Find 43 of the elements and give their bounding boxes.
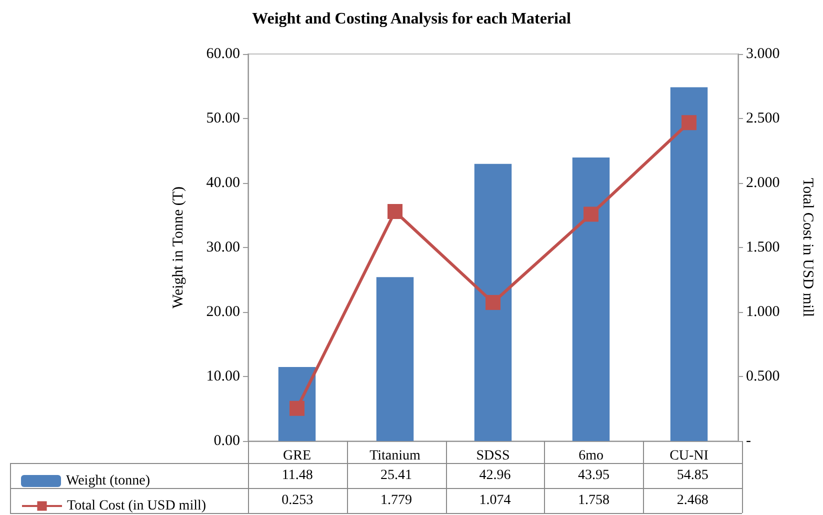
x-tick-label: GRE <box>283 448 311 464</box>
data-label: 54.85 <box>676 467 710 485</box>
y2-axis-title: Total Cost in USD mill <box>800 178 816 317</box>
point <box>584 206 598 222</box>
y2-tick-label: - <box>746 433 751 449</box>
y-tick-label: 60.00 <box>206 46 240 62</box>
bar <box>670 87 708 441</box>
y2-tick-label: 0.500 <box>746 368 780 384</box>
bar <box>474 164 512 441</box>
y2-tick-label: 1.000 <box>746 304 780 320</box>
x-tick-label: 6mo <box>578 448 604 464</box>
x-tick-label: SDSS <box>476 448 510 464</box>
legend-label: Total Cost (in USD mill) <box>67 498 206 514</box>
legend-label: Weight (tonne) <box>66 474 150 488</box>
data-label: 1.758 <box>577 492 611 510</box>
y-axis-title: Weight in Tonne (T) <box>170 186 186 309</box>
point <box>290 400 304 416</box>
y2-tick-label: 3.000 <box>746 46 780 62</box>
y-tick-label: 0.00 <box>214 433 240 449</box>
data-label: 25.41 <box>379 467 413 485</box>
point <box>388 204 402 220</box>
y-tick-label: 30.00 <box>206 240 240 256</box>
point <box>486 294 500 310</box>
data-label: 1.779 <box>379 492 413 510</box>
point <box>682 115 696 130</box>
data-label: 2.468 <box>676 492 710 510</box>
x-tick-label: Titanium <box>370 448 421 464</box>
y-tick-label: 10.00 <box>206 368 240 384</box>
data-label: 0.253 <box>280 492 314 510</box>
data-label: 1.074 <box>478 492 512 510</box>
data-label: 42.96 <box>478 467 512 485</box>
y2-tick-label: 2.500 <box>746 110 780 126</box>
y2-tick-label: 2.000 <box>746 175 780 191</box>
y-tick-label: 50.00 <box>206 110 240 126</box>
data-label: 43.95 <box>577 467 611 485</box>
y2-tick-label: 1.500 <box>746 240 780 256</box>
x-tick-label: CU-NI <box>670 448 709 464</box>
data-label: 11.48 <box>280 467 314 485</box>
chart-title: Weight and Costing Analysis for each Material <box>252 10 572 28</box>
y-tick-label: 20.00 <box>206 304 240 320</box>
bar <box>572 158 610 441</box>
y-tick-label: 40.00 <box>206 175 240 191</box>
bar <box>376 277 414 441</box>
